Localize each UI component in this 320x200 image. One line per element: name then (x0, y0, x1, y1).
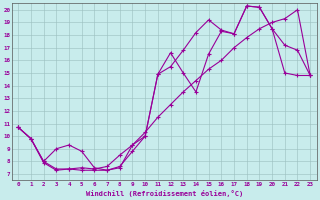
X-axis label: Windchill (Refroidissement éolien,°C): Windchill (Refroidissement éolien,°C) (85, 190, 243, 197)
